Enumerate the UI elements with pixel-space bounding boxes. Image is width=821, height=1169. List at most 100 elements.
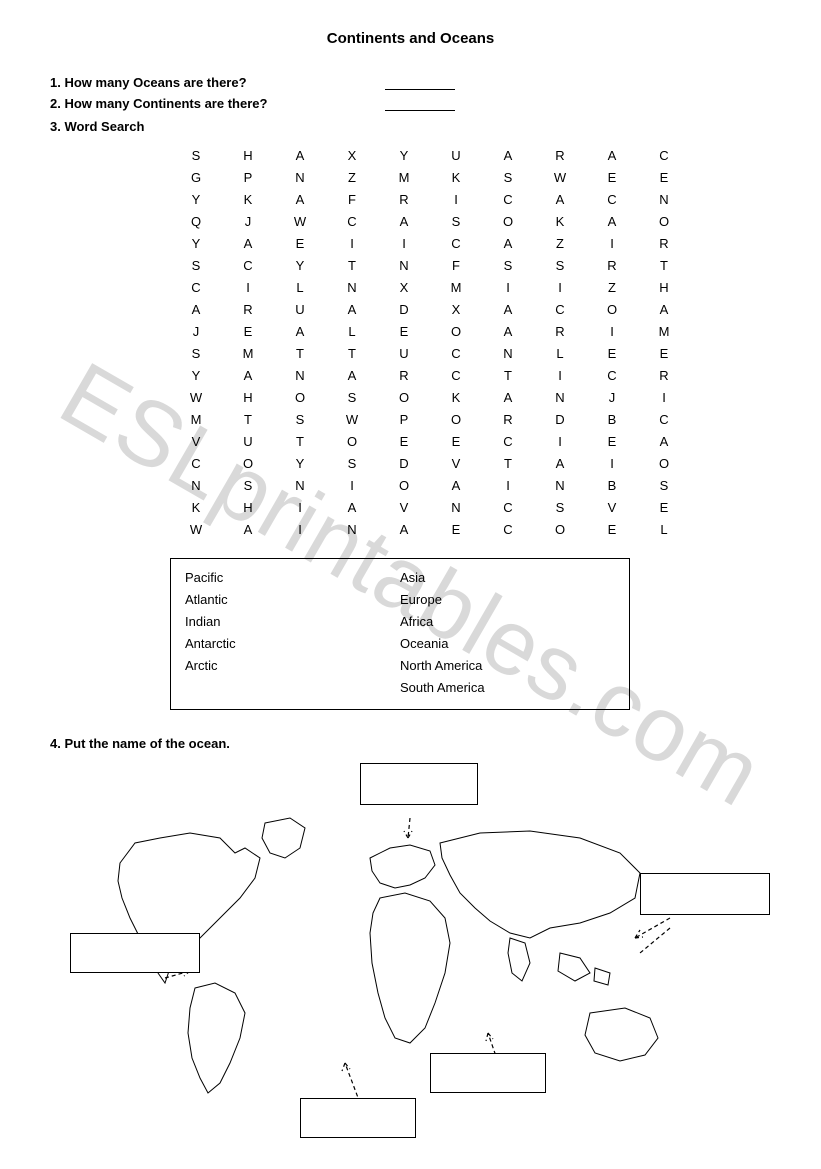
answer-blank-1[interactable] [385, 76, 455, 90]
grid-cell: L [274, 276, 326, 298]
grid-cell: E [274, 232, 326, 254]
grid-cell: O [222, 452, 274, 474]
question-2-label: 2. How many Continents are there? [50, 96, 375, 111]
grid-cell: Z [586, 276, 638, 298]
grid-cell: A [586, 210, 638, 232]
ocean-label-box-bottom[interactable] [300, 1098, 416, 1138]
grid-cell: N [378, 254, 430, 276]
ocean-label-box-right[interactable] [640, 873, 770, 915]
grid-cell: S [170, 342, 222, 364]
grid-cell: N [274, 166, 326, 188]
word-list-item: North America [400, 655, 615, 677]
grid-cell: S [534, 496, 586, 518]
grid-cell: A [326, 496, 378, 518]
grid-cell: K [430, 166, 482, 188]
grid-cell: O [274, 386, 326, 408]
grid-cell: C [170, 452, 222, 474]
grid-cell: Q [170, 210, 222, 232]
grid-cell: F [430, 254, 482, 276]
grid-cell: I [430, 188, 482, 210]
grid-cell: A [482, 298, 534, 320]
grid-cell: I [534, 430, 586, 452]
grid-cell: F [326, 188, 378, 210]
grid-cell: T [638, 254, 690, 276]
grid-cell: C [222, 254, 274, 276]
grid-cell: E [378, 430, 430, 452]
grid-cell: E [586, 342, 638, 364]
ocean-label-box-top[interactable] [360, 763, 478, 805]
grid-cell: O [638, 452, 690, 474]
grid-cell: A [430, 474, 482, 496]
grid-cell: A [222, 364, 274, 386]
grid-cell: S [430, 210, 482, 232]
grid-cell: R [378, 188, 430, 210]
grid-cell: W [326, 408, 378, 430]
question-1: 1. How many Oceans are there? [50, 75, 771, 90]
grid-cell: S [222, 474, 274, 496]
grid-cell: Z [534, 232, 586, 254]
word-list-item: South America [400, 677, 615, 699]
grid-cell: O [586, 298, 638, 320]
grid-cell: C [482, 496, 534, 518]
grid-cell: E [586, 166, 638, 188]
grid-cell: E [378, 320, 430, 342]
word-list-item: Arctic [185, 655, 400, 677]
answer-blank-2[interactable] [385, 97, 455, 111]
grid-cell: A [326, 298, 378, 320]
grid-cell: C [586, 364, 638, 386]
grid-cell: S [326, 452, 378, 474]
grid-cell: A [638, 298, 690, 320]
grid-cell: C [638, 144, 690, 166]
grid-cell: I [326, 232, 378, 254]
grid-cell: S [170, 144, 222, 166]
grid-cell: O [430, 408, 482, 430]
grid-cell: V [170, 430, 222, 452]
grid-cell: D [378, 298, 430, 320]
grid-cell: P [378, 408, 430, 430]
grid-cell: N [534, 386, 586, 408]
grid-cell: I [586, 452, 638, 474]
grid-cell: E [638, 342, 690, 364]
grid-cell: E [222, 320, 274, 342]
world-map-container [50, 763, 770, 1133]
grid-cell: H [222, 144, 274, 166]
grid-cell: I [274, 496, 326, 518]
grid-cell: M [170, 408, 222, 430]
grid-cell: U [274, 298, 326, 320]
word-list-item: Indian [185, 611, 400, 633]
grid-cell: U [430, 144, 482, 166]
grid-cell: R [482, 408, 534, 430]
word-list-item: Oceania [400, 633, 615, 655]
grid-cell: T [326, 254, 378, 276]
grid-cell: O [378, 386, 430, 408]
ocean-label-box-left[interactable] [70, 933, 200, 973]
question-3-label: 3. Word Search [50, 119, 771, 134]
grid-cell: R [378, 364, 430, 386]
grid-cell: V [378, 496, 430, 518]
grid-cell: O [534, 518, 586, 540]
grid-cell: J [170, 320, 222, 342]
grid-cell: H [222, 386, 274, 408]
grid-cell: Y [274, 254, 326, 276]
grid-cell: Y [378, 144, 430, 166]
grid-cell: A [378, 518, 430, 540]
word-list-col-1: PacificAtlanticIndianAntarcticArctic [185, 567, 400, 699]
ocean-label-box-mid[interactable] [430, 1053, 546, 1093]
grid-cell: I [482, 474, 534, 496]
grid-cell: N [274, 364, 326, 386]
grid-cell: Y [170, 188, 222, 210]
grid-cell: E [638, 496, 690, 518]
grid-cell: V [430, 452, 482, 474]
grid-cell: A [482, 232, 534, 254]
grid-cell: S [170, 254, 222, 276]
grid-cell: X [378, 276, 430, 298]
grid-cell: T [222, 408, 274, 430]
grid-cell: S [534, 254, 586, 276]
grid-cell: C [638, 408, 690, 430]
grid-cell: N [326, 276, 378, 298]
grid-cell: L [326, 320, 378, 342]
grid-cell: N [430, 496, 482, 518]
grid-cell: I [586, 232, 638, 254]
grid-cell: T [482, 364, 534, 386]
grid-cell: A [534, 452, 586, 474]
